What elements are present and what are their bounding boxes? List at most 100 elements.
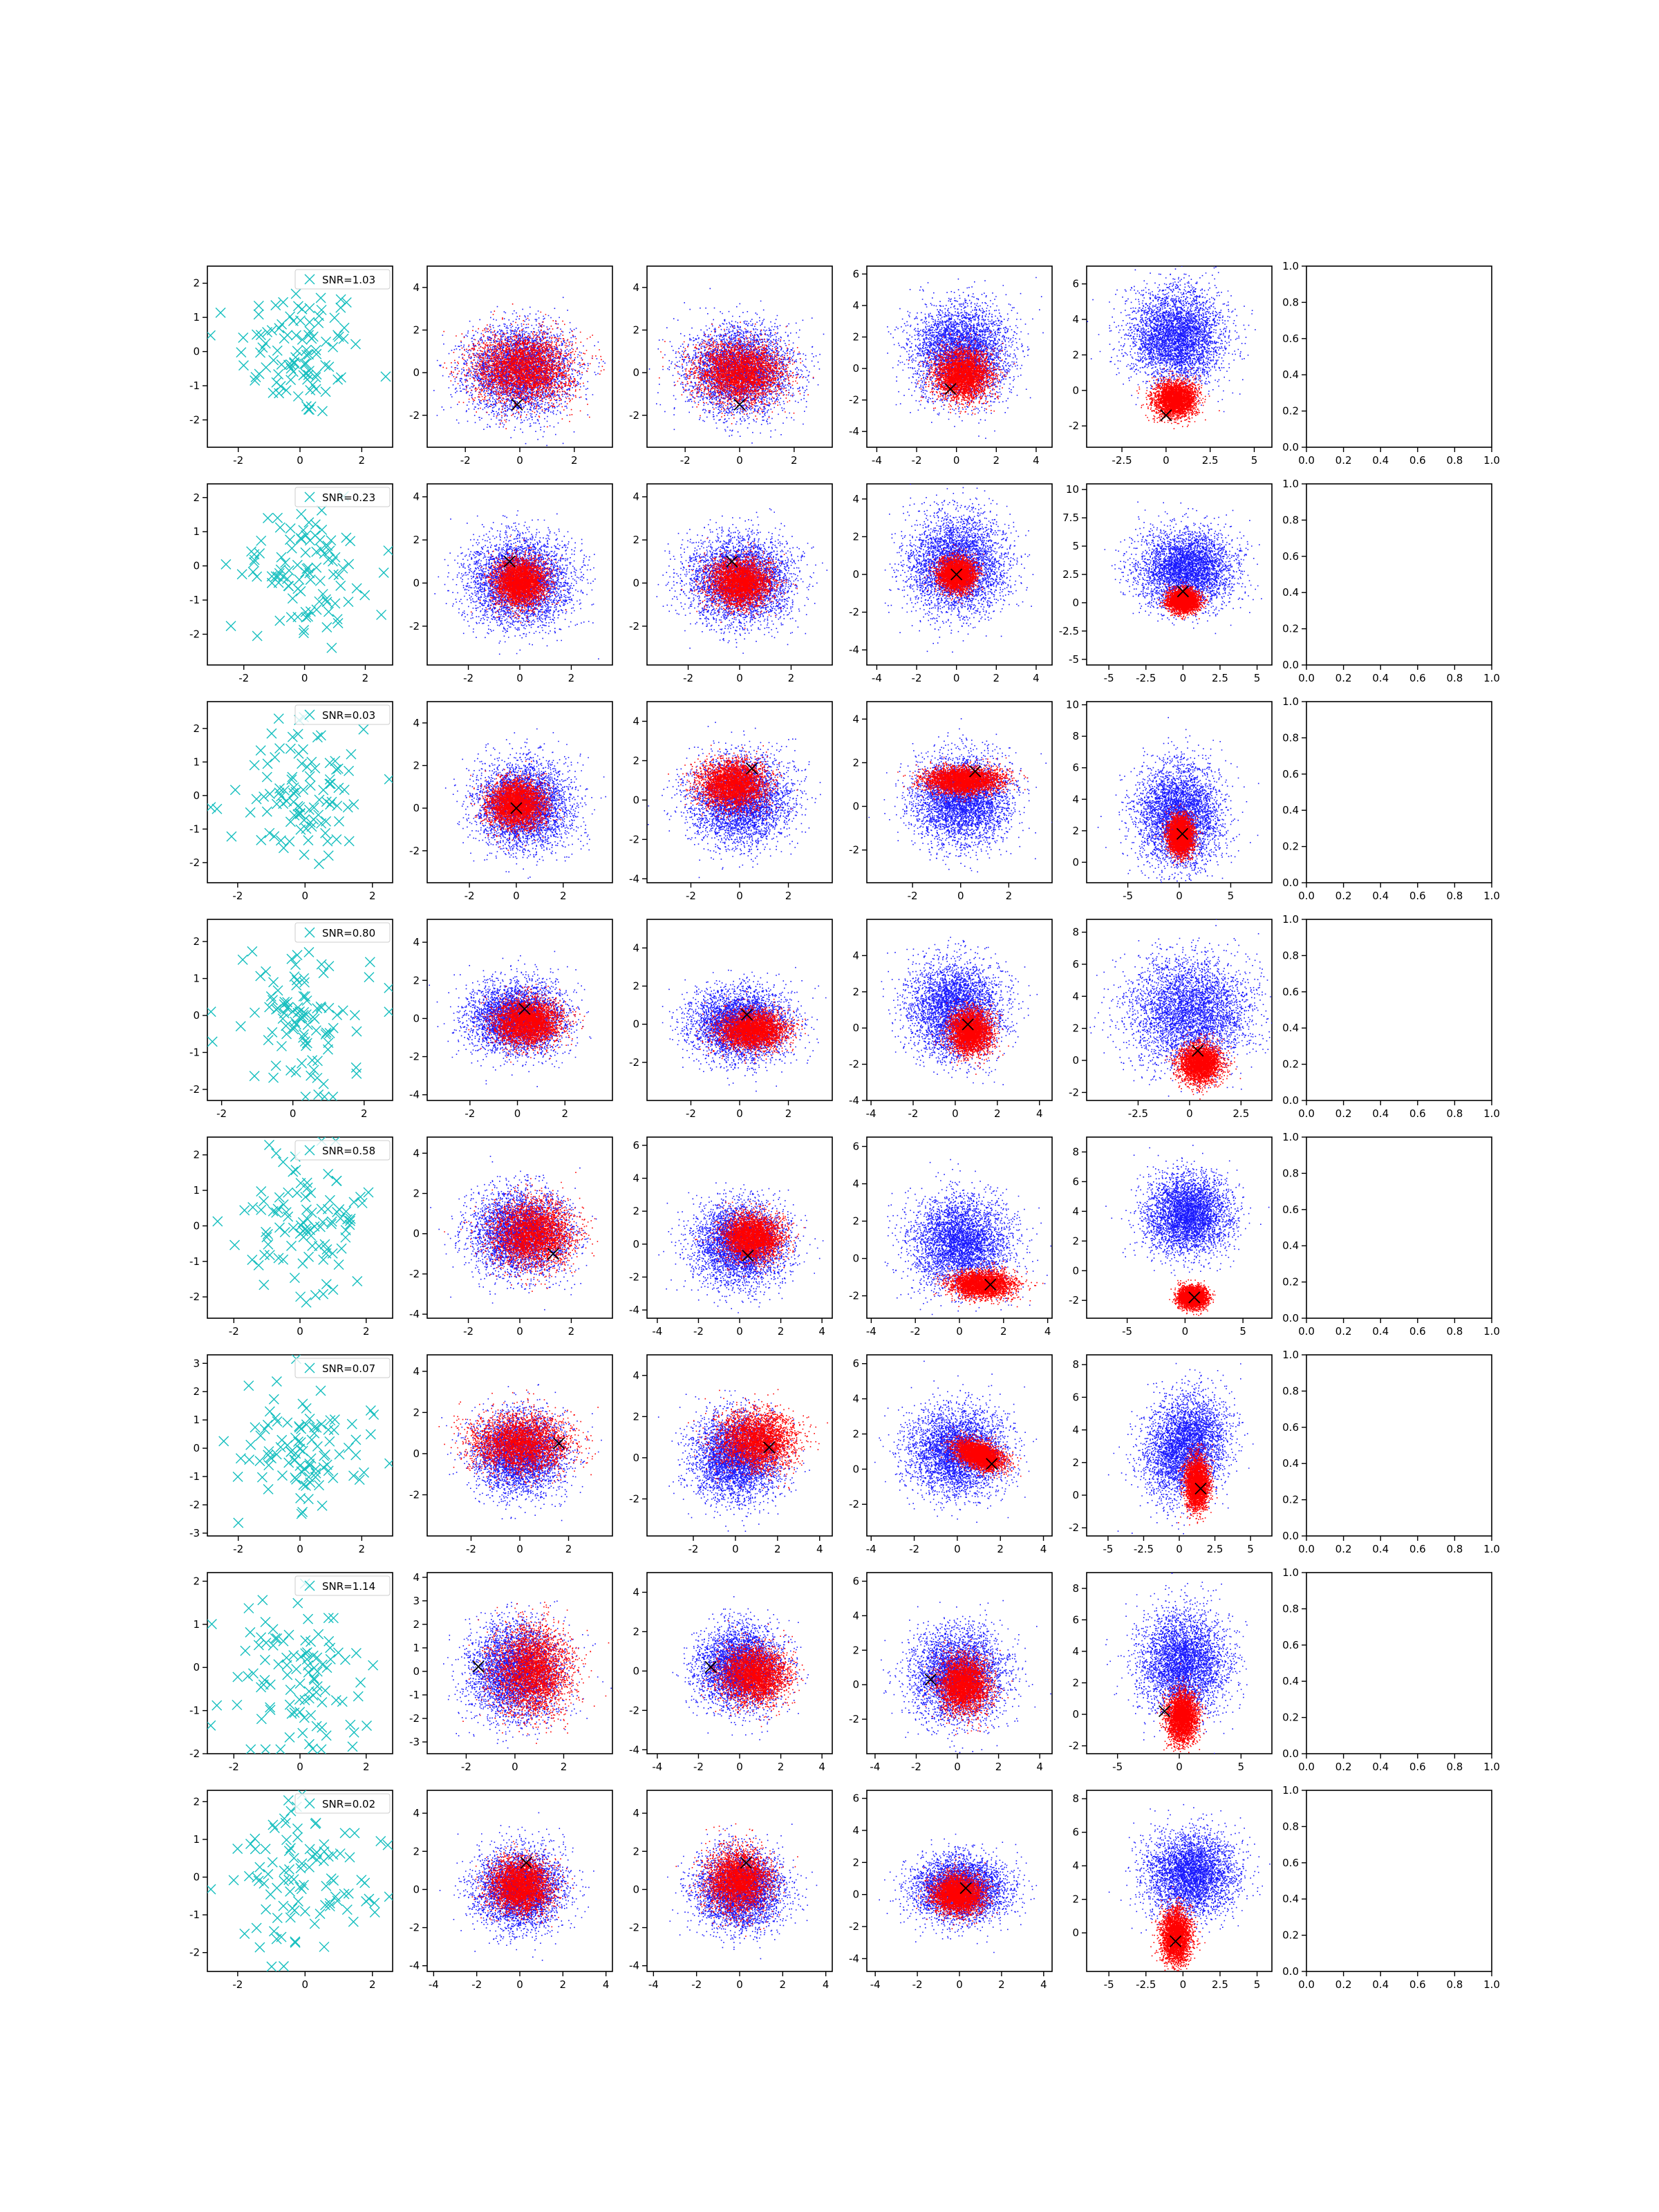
panel-r2-c6-xtick-label-4: 0.8 [1446, 672, 1463, 684]
panel-r5-c1-sample-point [265, 1250, 274, 1260]
panel-r3-c1-sample-point [288, 732, 297, 742]
panel-r5-c4-xtick-label-3: 2 [1000, 1325, 1007, 1338]
panel-r6-c1-sample-point [329, 1425, 339, 1435]
panel-r1-c1-sample-point [254, 301, 263, 310]
panel-r3-c2-ytick-label-1: 0 [413, 802, 420, 814]
panel-r7-c3-xtick-label-1: -2 [693, 1761, 704, 1773]
panel-r1-c1-ytick-label-1: -1 [189, 379, 200, 392]
panel-r8-c2-ytick-label-3: 2 [413, 1845, 420, 1857]
panel-r4-c4-ytick-label-2: 0 [852, 1022, 859, 1034]
panel-r8-c1-sample-point [252, 1923, 261, 1933]
panel-r8-c1-sample-point [240, 1929, 250, 1938]
panel-r5-c2-ytick-label-2: 0 [413, 1228, 420, 1240]
panel-r6-c5-ytick-label-2: 2 [1072, 1456, 1079, 1469]
panel-r8-c1-sample-point [255, 1942, 265, 1952]
panel-r8-c1-legend: SNR=0.02 [295, 1794, 390, 1813]
panel-r5-c4-xtick-label-0: -4 [866, 1325, 877, 1338]
panel-r4-c1-ytick-label-3: 1 [193, 973, 200, 985]
panel-r4-c4-xtick-label-3: 2 [994, 1107, 1001, 1120]
panel-r3-c4-ytick-label-1: 0 [852, 800, 859, 813]
panel-r2-c2-ytick-label-2: 2 [413, 534, 420, 546]
panel-r1-c1-ytick-label-3: 1 [193, 311, 200, 324]
panel-r2-c1-sample-point [274, 568, 284, 578]
panel-r5-c1-sample-point [261, 1227, 271, 1237]
panel-r2-c4-ytick-label-4: 4 [852, 493, 859, 505]
panel-r8-c1-sample-point [360, 1878, 370, 1888]
panel-r6-c1-sample-point [366, 1430, 375, 1439]
panel-r5-c3-xtick-label-3: 2 [778, 1325, 785, 1338]
panel-r7-c1-sample-point [362, 1721, 372, 1730]
panel-r3-c5-ytick-label-4: 8 [1072, 730, 1079, 742]
panel-r8-c1-sample-point [267, 1962, 276, 1971]
panel-r7-c1-sample-point [317, 1698, 327, 1707]
panel-r1-c3-xtick-label-2: 2 [791, 454, 798, 467]
panel-r7-c4-xtick-label-4: 4 [1036, 1761, 1043, 1773]
panel-r5-c1-sample-point [332, 1176, 341, 1185]
panel-r2-c1-sample-point [252, 572, 262, 581]
panel-r3-c6-xtick-label-4: 0.8 [1446, 890, 1463, 902]
panel-r7-c6-xtick-label-1: 0.2 [1335, 1761, 1352, 1773]
panel-r5-c1-sample-point [325, 1195, 335, 1205]
panel-r7-c1-sample-point [284, 1630, 294, 1640]
panel-r5-c1-xtick-label-1: 0 [297, 1325, 303, 1338]
panel-r8-c6-ytick-label-3: 0.6 [1282, 1857, 1299, 1869]
panel-r5-c3-ytick-label-5: 6 [632, 1139, 639, 1152]
panel-r4-c2-ytick-label-4: 4 [413, 936, 420, 948]
panel-r6-c1-sample-point [322, 1460, 332, 1470]
panel-r3-c1-sample-point [314, 859, 324, 869]
panel-r3-c1-sample-point [335, 816, 344, 826]
panel-r8-c1-sample-point [292, 1824, 302, 1833]
panel-r4-c6-ytick-label-4: 0.8 [1282, 949, 1299, 962]
panel-r6-c5-ytick-label-1: 0 [1072, 1489, 1079, 1501]
panel-r7-c2-xtick-label-1: 0 [512, 1761, 518, 1773]
panel-r2-c1-sample-point [306, 607, 315, 617]
panel-r4-c1-xtick-label-1: 0 [290, 1107, 297, 1120]
panel-r3-c5-ytick-label-5: 10 [1066, 699, 1079, 711]
panel-r5-c1-sample-point [248, 1202, 258, 1212]
panel-r6-c6: 0.0 0.2 0.4 0.6 0.8 1.00.00.20.40.60.81.0 [1282, 1349, 1500, 1555]
panel-r3-c5-ytick-label-3: 6 [1072, 762, 1079, 774]
panel-r6-c1-xtick-label-0: -2 [233, 1543, 243, 1555]
panel-r4-c1-sample-point [306, 1071, 316, 1080]
panel-r3-c1-sample-point [270, 832, 279, 841]
panel-r5-c1-sample-point [306, 1188, 316, 1198]
panel-r3-c5-ytick-label-1: 2 [1072, 825, 1079, 837]
panel-r3-c1-ytick-label-3: 1 [193, 756, 200, 768]
panel-r3-c5-xtick-label-2: 5 [1228, 890, 1235, 902]
panel-r7-c1-sample-point [285, 1685, 295, 1695]
panel-r5-c2-ytick-label-3: 2 [413, 1188, 420, 1200]
panel-r8-c1-sample-point [261, 1904, 271, 1914]
panel-r2-c1-sample-point [237, 570, 247, 579]
panel-r1-c1-sample-point [238, 333, 248, 343]
panel-r3-c2-plot-area [445, 729, 606, 879]
panel-r2-c4-ytick-label-1: -2 [849, 606, 859, 619]
panel-r8-c1-sample-point [263, 1869, 273, 1879]
panel-r7-c2-ytick-label-7: 4 [413, 1571, 420, 1584]
panel-r2-c1-sample-point [294, 575, 304, 585]
panel-r1-c1-ytick-label-0: -2 [189, 413, 200, 426]
panel-r8-c1-sample-point [348, 1917, 358, 1927]
panel-r8-c1-ytick-label-4: 2 [193, 1795, 200, 1808]
panel-r7-c1-sample-point [256, 1714, 266, 1724]
panel-r8-c2-xtick-label-3: 2 [560, 1978, 567, 1991]
panel-r4-c1-sample-point [256, 971, 265, 981]
panel-r7-c1-sample-point [348, 1742, 357, 1752]
panel-r2-c5-xtick-label-2: 0 [1180, 672, 1187, 684]
panel-r1-c1-sample-point [236, 348, 246, 357]
panel-r8-c3-xtick-label-0: -4 [648, 1978, 659, 1991]
panel-r4-c1-sample-point [365, 957, 375, 967]
panel-r7-c6-ytick-label-1: 0.2 [1282, 1712, 1299, 1724]
panel-r6-c2-ytick-label-3: 4 [413, 1365, 420, 1378]
panel-r1-c2-plot-area [433, 297, 606, 445]
panel-r1-c1-sample-point [297, 335, 307, 344]
panel-r2-c2-xtick-label-0: -2 [463, 672, 474, 684]
panel-r4-c1-sample-point [311, 1026, 321, 1035]
panel-r1-c4-xtick-label-2: 0 [953, 454, 960, 467]
panel-r2-c5-xtick-label-4: 5 [1254, 672, 1261, 684]
panel-r1-c1-sample-point [238, 361, 248, 371]
panel-r2-c1-sample-point [299, 525, 308, 535]
panel-r5-c1-sample-point [310, 1291, 320, 1300]
